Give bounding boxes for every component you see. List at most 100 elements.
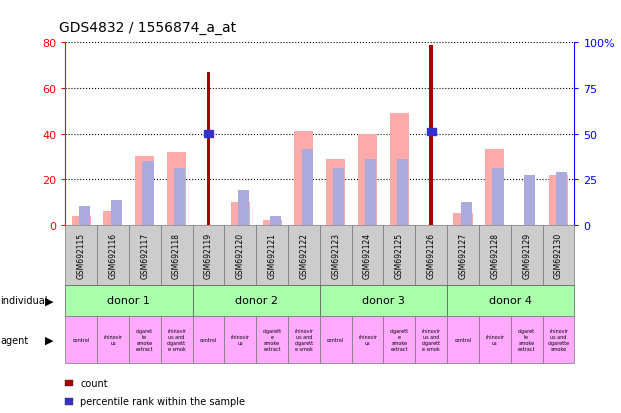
Bar: [224, 316, 256, 363]
Bar: [65, 225, 97, 285]
Text: GSM692118: GSM692118: [172, 232, 181, 278]
Bar: [167, 152, 186, 225]
Text: ▶: ▶: [45, 295, 53, 306]
Text: GSM692123: GSM692123: [331, 232, 340, 278]
Text: GSM692126: GSM692126: [427, 232, 436, 278]
Bar: [71, 216, 91, 225]
Text: agent: agent: [1, 335, 29, 345]
Text: GDS4832 / 1556874_a_at: GDS4832 / 1556874_a_at: [59, 21, 236, 35]
Text: GSM692122: GSM692122: [299, 232, 309, 278]
Bar: [556, 173, 567, 225]
Bar: [65, 285, 193, 316]
Bar: [320, 316, 351, 363]
Text: ▶: ▶: [45, 335, 53, 345]
Text: GSM692129: GSM692129: [522, 232, 531, 278]
Bar: [549, 175, 568, 225]
Text: donor 4: donor 4: [489, 295, 532, 306]
Bar: [351, 316, 384, 363]
Bar: [256, 316, 288, 363]
Bar: [193, 225, 224, 285]
Bar: [447, 316, 479, 363]
Bar: [238, 191, 249, 225]
Text: donor 2: donor 2: [235, 295, 278, 306]
Text: GSM692125: GSM692125: [395, 232, 404, 278]
Bar: [103, 211, 122, 225]
Bar: [447, 225, 479, 285]
Bar: [161, 316, 193, 363]
Bar: [111, 200, 122, 225]
Bar: [161, 225, 193, 285]
Bar: [486, 150, 504, 225]
Text: GSM692115: GSM692115: [76, 232, 86, 278]
Text: GSM692128: GSM692128: [491, 232, 499, 278]
Text: GSM692121: GSM692121: [268, 232, 276, 278]
Text: rhinovir
us: rhinovir us: [104, 334, 122, 345]
Text: cigarett
e
smoke
extract: cigarett e smoke extract: [263, 328, 282, 351]
Text: GSM692127: GSM692127: [458, 232, 468, 278]
Text: percentile rank within the sample: percentile rank within the sample: [80, 396, 245, 406]
Bar: [390, 114, 409, 225]
Bar: [510, 225, 543, 285]
Bar: [294, 132, 314, 225]
Text: rhinovir
us: rhinovir us: [358, 334, 377, 345]
Text: count: count: [80, 378, 107, 388]
Bar: [288, 316, 320, 363]
Text: control: control: [327, 337, 344, 342]
Bar: [453, 214, 473, 225]
Text: GSM692117: GSM692117: [140, 232, 149, 278]
Bar: [65, 316, 97, 363]
Text: rhinovir
us and
cigarett
e smok: rhinovir us and cigarett e smok: [167, 328, 186, 351]
Bar: [543, 225, 574, 285]
Text: GSM692116: GSM692116: [109, 232, 117, 278]
Bar: [288, 225, 320, 285]
Bar: [384, 316, 415, 363]
Text: donor 1: donor 1: [107, 295, 150, 306]
Bar: [97, 316, 129, 363]
Text: rhinovir
us: rhinovir us: [231, 334, 250, 345]
Bar: [256, 225, 288, 285]
Bar: [427, 128, 436, 135]
Bar: [543, 316, 574, 363]
Bar: [207, 73, 211, 225]
Bar: [447, 285, 574, 316]
Bar: [461, 202, 472, 225]
Bar: [302, 150, 312, 225]
Bar: [429, 45, 433, 225]
Bar: [326, 159, 345, 225]
Text: rhinovir
us and
cigarett
e smok: rhinovir us and cigarett e smok: [294, 328, 314, 351]
Bar: [415, 316, 447, 363]
Bar: [175, 169, 185, 225]
Text: GSM692119: GSM692119: [204, 232, 213, 278]
Bar: [384, 225, 415, 285]
Text: cigaret
te
smoke
extract: cigaret te smoke extract: [518, 328, 535, 351]
Bar: [129, 225, 161, 285]
Bar: [263, 221, 282, 225]
Text: control: control: [73, 337, 89, 342]
Bar: [333, 169, 345, 225]
Bar: [358, 134, 377, 225]
Bar: [204, 131, 213, 138]
Bar: [510, 316, 543, 363]
Text: cigarett
e
smoke
extract: cigarett e smoke extract: [390, 328, 409, 351]
Bar: [224, 225, 256, 285]
Text: individual: individual: [1, 295, 48, 306]
Bar: [270, 216, 281, 225]
Bar: [193, 285, 320, 316]
Bar: [415, 225, 447, 285]
Bar: [79, 207, 90, 225]
Bar: [142, 161, 153, 225]
Bar: [492, 169, 504, 225]
Bar: [479, 225, 511, 285]
Bar: [320, 285, 447, 316]
Bar: [193, 316, 224, 363]
Bar: [97, 225, 129, 285]
Text: GSM692120: GSM692120: [236, 232, 245, 278]
Text: donor 3: donor 3: [362, 295, 405, 306]
Text: control: control: [200, 337, 217, 342]
Text: GSM692124: GSM692124: [363, 232, 372, 278]
Text: rhinovir
us: rhinovir us: [486, 334, 504, 345]
Bar: [351, 225, 384, 285]
Bar: [135, 157, 155, 225]
Bar: [320, 225, 351, 285]
Bar: [365, 159, 376, 225]
